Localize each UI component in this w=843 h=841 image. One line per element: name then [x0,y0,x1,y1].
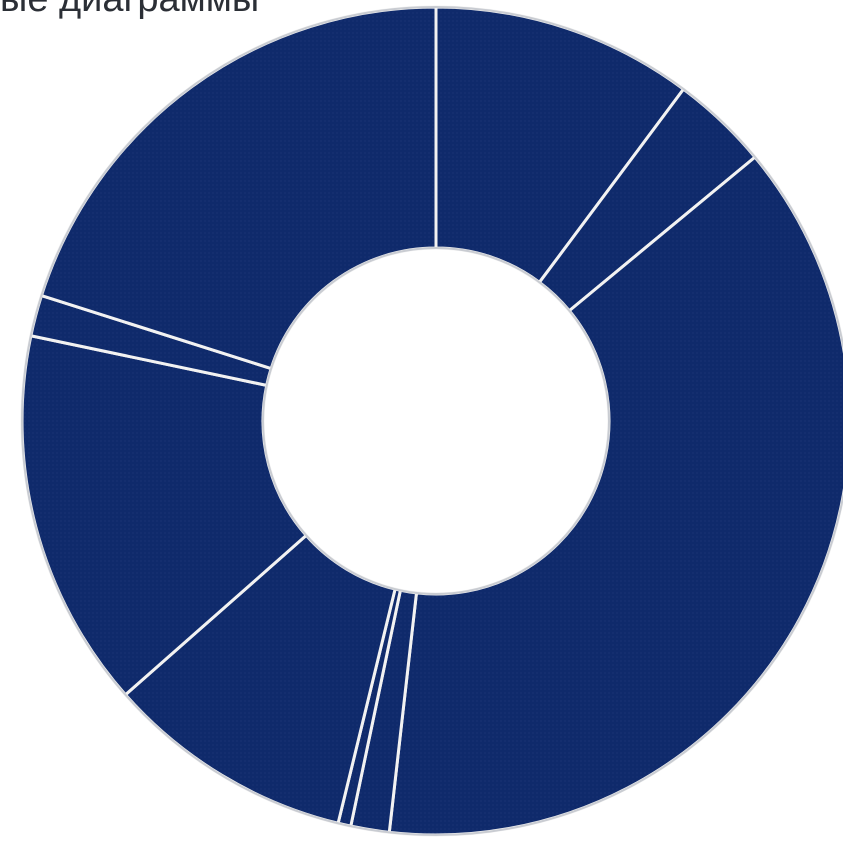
donut-slice-9 [39,5,438,371]
slices-group [20,5,843,837]
inner-edge [262,247,610,595]
chart-title: ые диаграммы [0,0,259,21]
outer-edge [21,6,843,836]
